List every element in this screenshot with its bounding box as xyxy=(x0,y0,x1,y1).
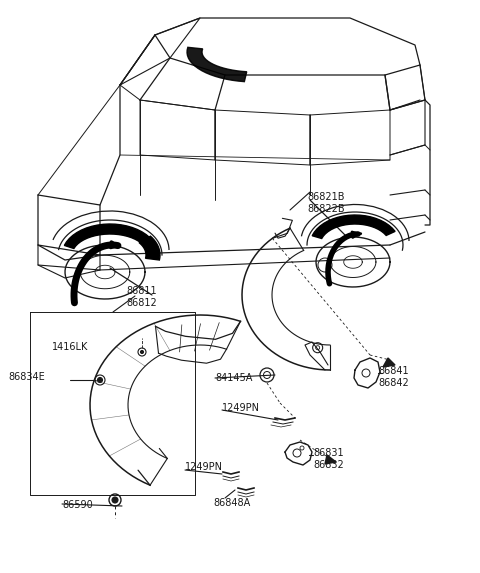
Text: 86811
86812: 86811 86812 xyxy=(126,286,157,308)
Polygon shape xyxy=(64,224,153,249)
Text: 86841
86842: 86841 86842 xyxy=(378,366,409,388)
Polygon shape xyxy=(325,455,336,464)
Text: 1249PN: 1249PN xyxy=(185,462,223,472)
Text: 86834E: 86834E xyxy=(8,372,45,382)
Text: 86821B
86822B: 86821B 86822B xyxy=(307,192,345,214)
Circle shape xyxy=(97,378,103,383)
Polygon shape xyxy=(312,215,395,238)
Polygon shape xyxy=(187,48,247,81)
Polygon shape xyxy=(139,236,160,260)
Text: 1249PN: 1249PN xyxy=(222,403,260,413)
Text: 86590: 86590 xyxy=(62,500,93,510)
Polygon shape xyxy=(383,358,395,367)
Text: 86848A: 86848A xyxy=(213,498,250,508)
Circle shape xyxy=(141,351,144,354)
Text: 86831
86832: 86831 86832 xyxy=(313,448,344,470)
Text: 84145A: 84145A xyxy=(215,373,252,383)
Circle shape xyxy=(112,497,118,503)
Text: 1416LK: 1416LK xyxy=(52,342,88,352)
